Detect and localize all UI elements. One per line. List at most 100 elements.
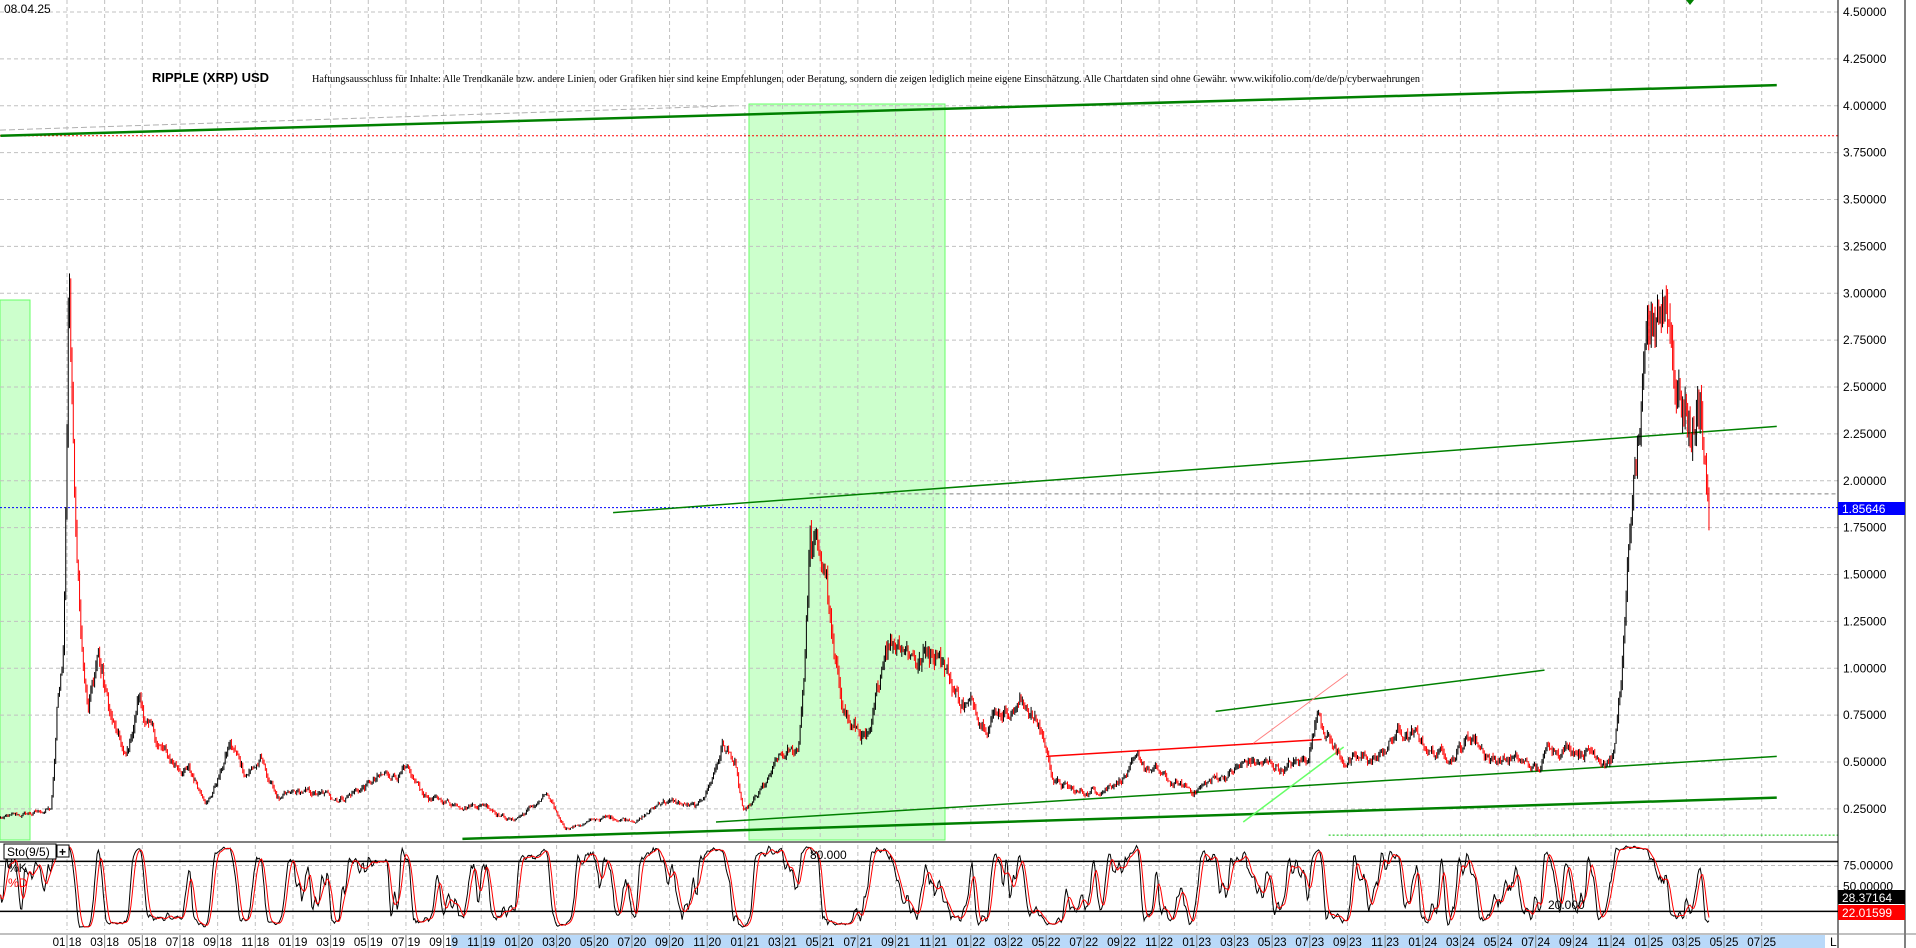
price-bars	[0, 273, 1710, 831]
y-tick-label: 4.00000	[1843, 99, 1887, 113]
y-tick-label: 1.75000	[1843, 521, 1887, 535]
y-tick-label: 3.00000	[1843, 286, 1887, 300]
x-tick-label: 07 19	[392, 937, 421, 948]
x-tick-label: 05 19	[354, 937, 383, 948]
y-tick-label: 3.75000	[1843, 146, 1887, 160]
y-tick-label: 1.50000	[1843, 568, 1887, 582]
trendline-green	[462, 796, 1777, 841]
stochastic-label: Sto(9/5)	[7, 845, 50, 859]
x-tick-label: 03 25	[1672, 937, 1701, 948]
stoch-d-line	[0, 845, 1710, 928]
x-tick-label: 05 18	[128, 937, 157, 948]
stoch-level-80: 80.000	[810, 848, 847, 862]
trendline-green	[0, 83, 1777, 137]
k-legend: %K	[8, 861, 27, 875]
x-tick-label: 03 21	[768, 937, 797, 948]
horizontal-levels	[0, 105, 1838, 836]
x-tick-label: 01 19	[279, 937, 308, 948]
x-tick-label: 01 23	[1182, 937, 1211, 948]
x-tick-label: 09 21	[881, 937, 910, 948]
y-tick-label: 4.50000	[1843, 5, 1887, 19]
x-tick-label: 09 19	[429, 937, 458, 948]
x-tick-label: 07 23	[1295, 937, 1324, 948]
highlight-zone	[0, 299, 31, 841]
y-tick-label: 0.25000	[1843, 802, 1887, 816]
y-tick-label: 1.00000	[1843, 661, 1887, 675]
y-tick-label: 1.25000	[1843, 614, 1887, 628]
x-tick-label: 07 21	[843, 937, 872, 948]
y-tick-label: 0.50000	[1843, 755, 1887, 769]
x-tick-label: 01 22	[956, 937, 985, 948]
stoch-k-line	[0, 844, 1710, 928]
x-tick-label: 09 20	[655, 937, 684, 948]
x-tick-label: 01 20	[505, 937, 534, 948]
d-value-label: 22.01599	[1842, 906, 1892, 920]
grid	[0, 0, 1838, 930]
x-tick-label: 05 25	[1710, 937, 1739, 948]
plus-icon: +	[59, 845, 66, 859]
trendline-green	[1215, 669, 1545, 713]
chart-date: 08.04.25	[4, 2, 51, 16]
x-tick-label: 11 24	[1597, 937, 1626, 948]
y-tick-label: 2.75000	[1843, 333, 1887, 347]
x-tick-label: 09 22	[1107, 937, 1136, 948]
trendline-red-light	[1252, 673, 1348, 744]
k-value-label: 28.37164	[1842, 891, 1892, 905]
x-tick-label: 07 20	[618, 937, 647, 948]
trendline-green	[613, 425, 1777, 514]
disclaimer-text: Haftungsausschluss für Inhalte: Alle Tre…	[312, 73, 1420, 85]
stochastic-label-box[interactable]	[3, 843, 57, 860]
x-tick-label: 09 23	[1333, 937, 1362, 948]
trendlines	[0, 83, 1777, 841]
x-tick-label: 05 22	[1032, 937, 1061, 948]
x-tick-label: 03 20	[542, 937, 571, 948]
axis-end-label: L	[1830, 935, 1837, 948]
chart-title: RIPPLE (XRP) USD	[152, 70, 269, 85]
x-tick-label: 11 19	[467, 937, 495, 948]
y-tick-label: 2.50000	[1843, 380, 1887, 394]
y-tick-label: 3.25000	[1843, 239, 1887, 253]
y-tick-label: 2.25000	[1843, 427, 1887, 441]
current-price-box	[1838, 502, 1905, 515]
d-value-box	[1838, 905, 1905, 920]
x-tick-label: 07 22	[1069, 937, 1098, 948]
trendline-green-light	[1242, 746, 1345, 823]
x-tick-label: 03 24	[1446, 937, 1475, 948]
current-price-label: 1.85646	[1842, 502, 1886, 516]
x-tick-label: 01 21	[730, 937, 759, 948]
stoch-tick-label: 75.00000	[1843, 859, 1893, 873]
stoch-level-20: 20.000	[1548, 898, 1585, 912]
x-tick-label: 07 25	[1747, 937, 1776, 948]
x-tick-label: 05 21	[806, 937, 835, 948]
date-axis-highlight	[451, 935, 1825, 948]
x-tick-label: 03 18	[90, 937, 119, 948]
trendline-red	[1046, 738, 1322, 758]
x-tick-label: 01 25	[1634, 937, 1663, 948]
x-tick-label: 05 20	[580, 937, 609, 948]
x-tick-label: 07 24	[1521, 937, 1550, 948]
highlight-zone	[748, 103, 946, 841]
x-tick-label: 11 23	[1371, 937, 1399, 948]
stochastic-panel: 75.00000 50.00000	[0, 844, 1893, 928]
marker-triangle-icon	[1686, 0, 1694, 5]
highlight-zones	[0, 103, 946, 841]
x-tick-label: 03 23	[1220, 937, 1249, 948]
x-tick-label: 01 24	[1408, 937, 1437, 948]
x-tick-label: 09 18	[203, 937, 232, 948]
add-indicator-button[interactable]	[56, 844, 70, 858]
y-tick-label: 3.50000	[1843, 193, 1887, 207]
x-tick-label: 11 21	[919, 937, 947, 948]
x-tick-label: 03 22	[994, 937, 1023, 948]
x-tick-label: 11 22	[1145, 937, 1173, 948]
faint-dashed-line	[0, 105, 736, 131]
x-tick-label: 09 24	[1559, 937, 1588, 948]
d-legend: %D	[8, 876, 28, 890]
x-tick-label: 05 24	[1484, 937, 1513, 948]
x-tick-label: 05 23	[1258, 937, 1287, 948]
y-tick-label: 4.25000	[1843, 52, 1887, 66]
y-tick-label: 0.75000	[1843, 708, 1887, 722]
x-tick-label: 03 19	[316, 937, 345, 948]
stoch-tick-label: 50.00000	[1843, 879, 1893, 893]
k-value-box	[1838, 890, 1905, 904]
